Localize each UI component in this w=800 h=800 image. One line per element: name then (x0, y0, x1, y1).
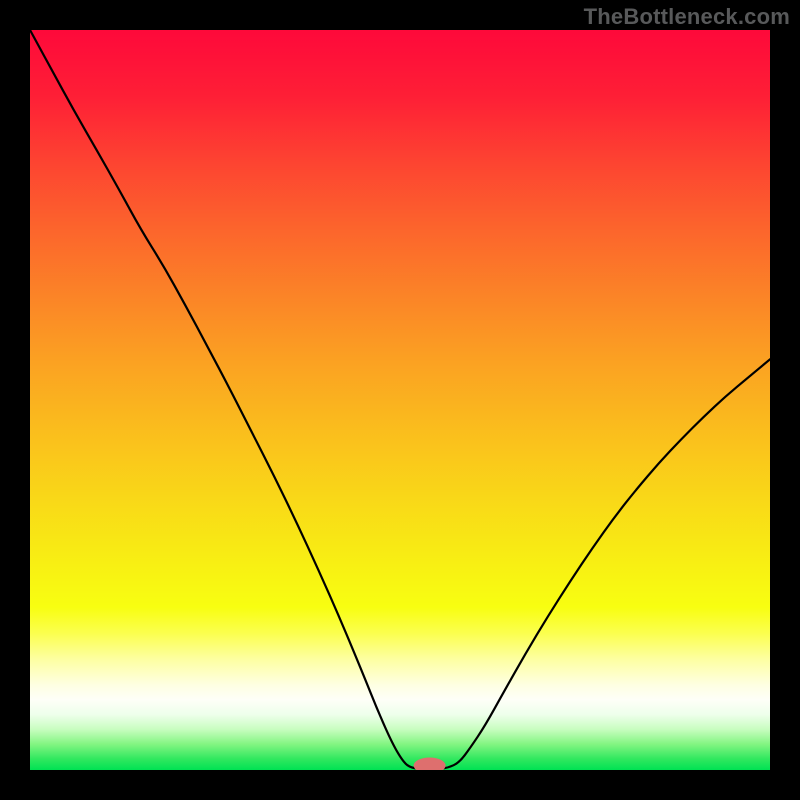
plot-svg (30, 30, 770, 770)
gradient-background (30, 30, 770, 770)
plot-area (30, 30, 770, 770)
chart-container: TheBottleneck.com (0, 0, 800, 800)
watermark-text: TheBottleneck.com (584, 4, 790, 30)
